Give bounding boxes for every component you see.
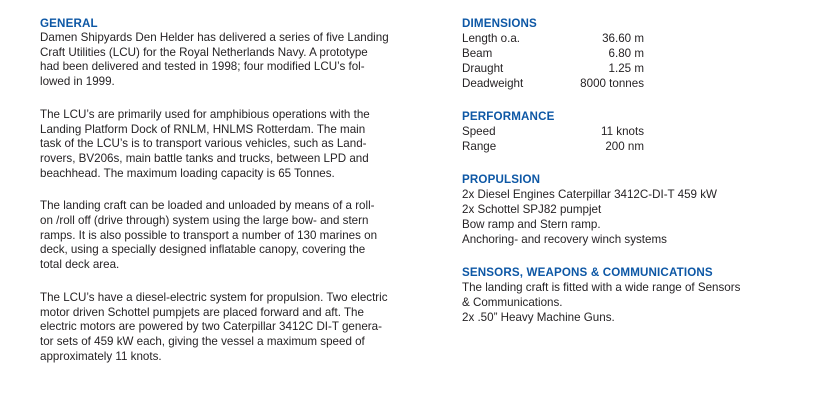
spec-value: 200 nm — [605, 140, 644, 153]
section-sensors-weapons-communications: SENSORS, WEAPONS & COMMUNICATIONS The la… — [462, 265, 822, 325]
spec-row-deadweight: Deadweight 8000 tonnes — [462, 76, 644, 91]
spec-value: 36.60 m — [602, 32, 644, 45]
spec-row-speed: Speed 11 knots — [462, 124, 644, 139]
spec-row-beam: Beam 6.80 m — [462, 46, 644, 61]
sensors-weapons-lines: The landing craft is fitted with a wide … — [462, 281, 741, 324]
general-column: GENERAL Damen Shipyards Den Helder has d… — [40, 16, 460, 382]
general-paragraph-1: Damen Shipyards Den Helder has delivered… — [40, 31, 389, 89]
spec-value: 1.25 m — [608, 62, 644, 75]
spec-label: Length o.a. — [462, 32, 521, 45]
spec-label: Range — [462, 140, 497, 153]
specs-column: DIMENSIONS Length o.a. 36.60 m Beam 6.80… — [462, 16, 822, 343]
section-heading-dimensions: DIMENSIONS — [462, 17, 537, 30]
section-heading-general: GENERAL — [40, 17, 98, 30]
spec-value: 6.80 m — [608, 47, 644, 60]
spec-row-length: Length o.a. 36.60 m — [462, 31, 644, 46]
general-paragraph-2: The LCU’s are primarily used for amphibi… — [40, 107, 370, 180]
spec-row-range: Range 200 nm — [462, 139, 644, 154]
section-heading-propulsion: PROPULSION — [462, 173, 541, 186]
general-paragraph-4: The LCU’s have a diesel-electric system … — [40, 290, 388, 363]
section-propulsion: PROPULSION 2x Diesel Engines Caterpillar… — [462, 172, 822, 247]
general-paragraph-3: The landing craft can be loaded and unlo… — [40, 199, 378, 272]
propulsion-lines: 2x Diesel Engines Caterpillar 3412C-DI-T… — [462, 188, 717, 246]
section-dimensions: DIMENSIONS Length o.a. 36.60 m Beam 6.80… — [462, 16, 822, 91]
performance-table: Speed 11 knots Range 200 nm — [462, 124, 644, 154]
spec-value: 11 knots — [601, 125, 644, 138]
spec-label: Speed — [462, 125, 496, 138]
spec-value: 8000 tonnes — [580, 77, 644, 90]
section-performance: PERFORMANCE Speed 11 knots Range 200 nm — [462, 109, 822, 154]
section-heading-sensors-weapons-communications: SENSORS, WEAPONS & COMMUNICATIONS — [462, 266, 713, 279]
spec-label: Deadweight — [462, 77, 524, 90]
dimensions-table: Length o.a. 36.60 m Beam 6.80 m Draught … — [462, 31, 644, 91]
spec-label: Beam — [462, 47, 493, 60]
section-heading-performance: PERFORMANCE — [462, 110, 555, 123]
spec-row-draught: Draught 1.25 m — [462, 61, 644, 76]
spec-label: Draught — [462, 62, 504, 75]
